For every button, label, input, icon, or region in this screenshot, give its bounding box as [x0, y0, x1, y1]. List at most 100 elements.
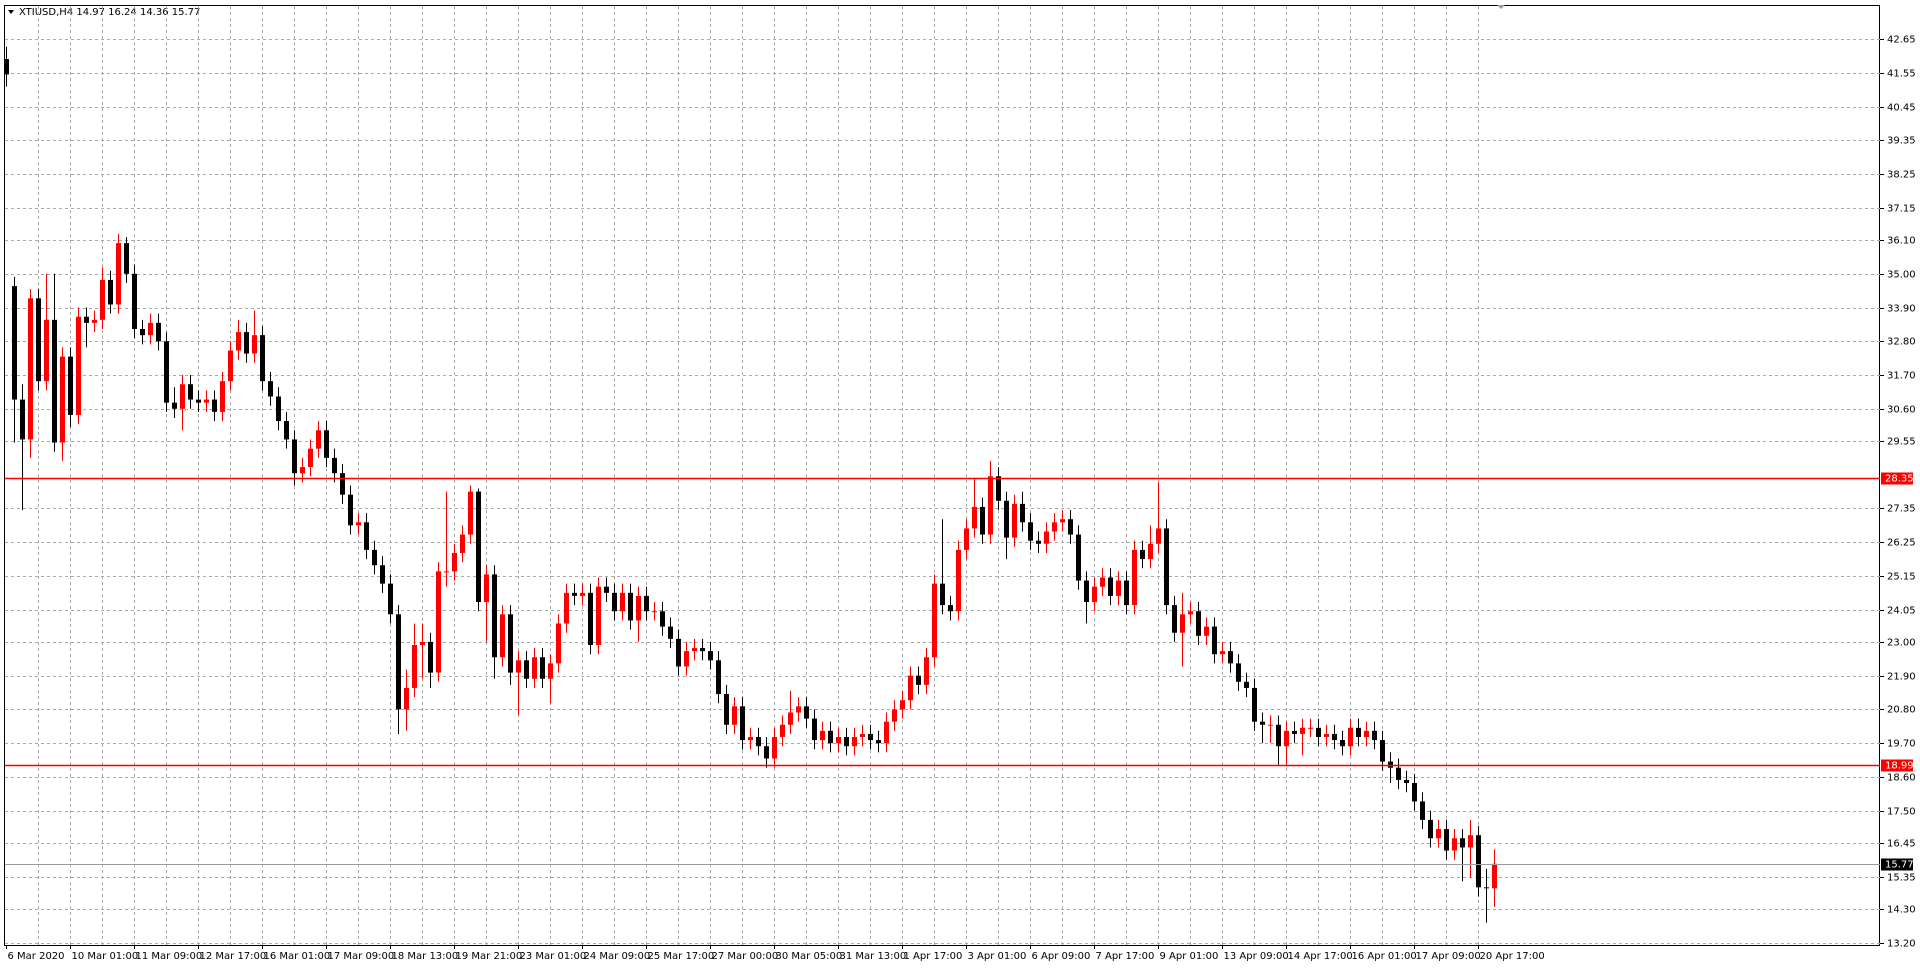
candle-body [428, 641, 433, 673]
candle-body [1268, 724, 1273, 726]
x-tick-label: 25 Mar 17:00 [648, 951, 715, 962]
candle-body [1028, 522, 1033, 541]
candle-body [4, 59, 9, 75]
candle-body [1348, 727, 1353, 747]
candle-body [364, 522, 369, 550]
candle-body [1220, 651, 1225, 655]
y-tick-label: 35.00 [1887, 270, 1916, 281]
candle-body [788, 712, 793, 725]
y-tick-label: 19.70 [1887, 739, 1916, 750]
x-tick-label: 30 Mar 05:00 [776, 951, 843, 962]
candle-body [1108, 577, 1113, 596]
candle-body [52, 319, 57, 443]
overlay: 28.35 18.99 15.77 [5, 472, 1914, 871]
x-tick-label: 10 Mar 01:00 [72, 951, 139, 962]
candle-body [1452, 838, 1457, 851]
candle-body [1308, 727, 1313, 729]
candle-body [1356, 727, 1361, 738]
candle-body [1132, 549, 1137, 606]
candle-body [228, 350, 233, 382]
price-level-tag [1881, 759, 1913, 772]
candle-body [1460, 838, 1465, 848]
candle-body [1092, 586, 1097, 603]
candle-body [172, 402, 177, 409]
shift-marker[interactable] [1497, 5, 1505, 9]
candle-body [948, 605, 953, 612]
candle-body [148, 322, 153, 336]
candle-body [36, 298, 41, 382]
candle-body [1100, 577, 1105, 587]
candle-body [356, 522, 361, 526]
candle-body [628, 592, 633, 621]
candle-body [76, 316, 81, 415]
candle-body [964, 528, 969, 550]
candle-body [276, 396, 281, 422]
candle-body [300, 467, 305, 474]
y-tick-label: 31.70 [1887, 371, 1916, 382]
x-tick-label: 18 Mar 13:00 [392, 951, 459, 962]
candle-body [12, 286, 17, 400]
candle-body [524, 660, 529, 679]
candle-body [1484, 887, 1489, 889]
candle-body [108, 279, 113, 305]
candle-body [636, 595, 641, 621]
candle-body [684, 651, 689, 667]
candle-body [292, 439, 297, 474]
candle-body [1148, 543, 1153, 560]
candle-body [940, 583, 945, 606]
candle-body [908, 675, 913, 701]
x-tick-label: 7 Apr 17:00 [1096, 951, 1155, 962]
last-price-label: 15.77 [1885, 860, 1914, 871]
candle-body [516, 660, 521, 673]
x-tick-label: 16 Apr 01:00 [1352, 951, 1417, 962]
candle-body [724, 694, 729, 725]
candle-body [764, 746, 769, 759]
candle-body [596, 586, 601, 645]
candle-body [620, 592, 625, 612]
candle-body [476, 491, 481, 603]
candle-body [1388, 761, 1393, 768]
candle-body [1380, 740, 1385, 762]
x-tick-label: 27 Mar 00:00 [712, 951, 779, 962]
y-tick-label: 39.35 [1887, 136, 1916, 147]
candle-body [380, 565, 385, 584]
candle-body [1420, 801, 1425, 820]
candle-body [164, 341, 169, 403]
candle-body [804, 706, 809, 719]
candle-body [308, 448, 313, 468]
candle-body [1260, 721, 1265, 725]
candle-body [676, 638, 681, 667]
candle-body [1276, 724, 1281, 747]
candles [4, 46, 1497, 923]
candle-body [420, 641, 425, 645]
candle-body [284, 421, 289, 440]
candle-body [140, 329, 145, 336]
candle-body [972, 506, 977, 529]
candle-body [796, 706, 801, 713]
candle-body [324, 430, 329, 458]
menu-icon[interactable] [8, 10, 14, 14]
candle-body [212, 399, 217, 412]
candle-body [1004, 500, 1009, 538]
candle-body [60, 356, 65, 443]
candle-body [236, 332, 241, 351]
candle-body [980, 506, 985, 535]
candle-body [260, 335, 265, 382]
candle-body [988, 476, 993, 535]
candle-body [460, 534, 465, 553]
x-tick-label: 31 Mar 13:00 [840, 951, 907, 962]
candle-body [220, 381, 225, 412]
candle-body [780, 724, 785, 738]
candle-body [588, 592, 593, 645]
candle-body [1036, 540, 1041, 544]
candle-body [916, 675, 921, 685]
candle-body [1188, 611, 1193, 615]
candle-body [1300, 727, 1305, 734]
candle-body [132, 273, 137, 330]
candle-body [444, 571, 449, 573]
candle-body [44, 319, 49, 382]
candle-body [1076, 534, 1081, 581]
y-tick-label: 13.20 [1887, 939, 1916, 950]
